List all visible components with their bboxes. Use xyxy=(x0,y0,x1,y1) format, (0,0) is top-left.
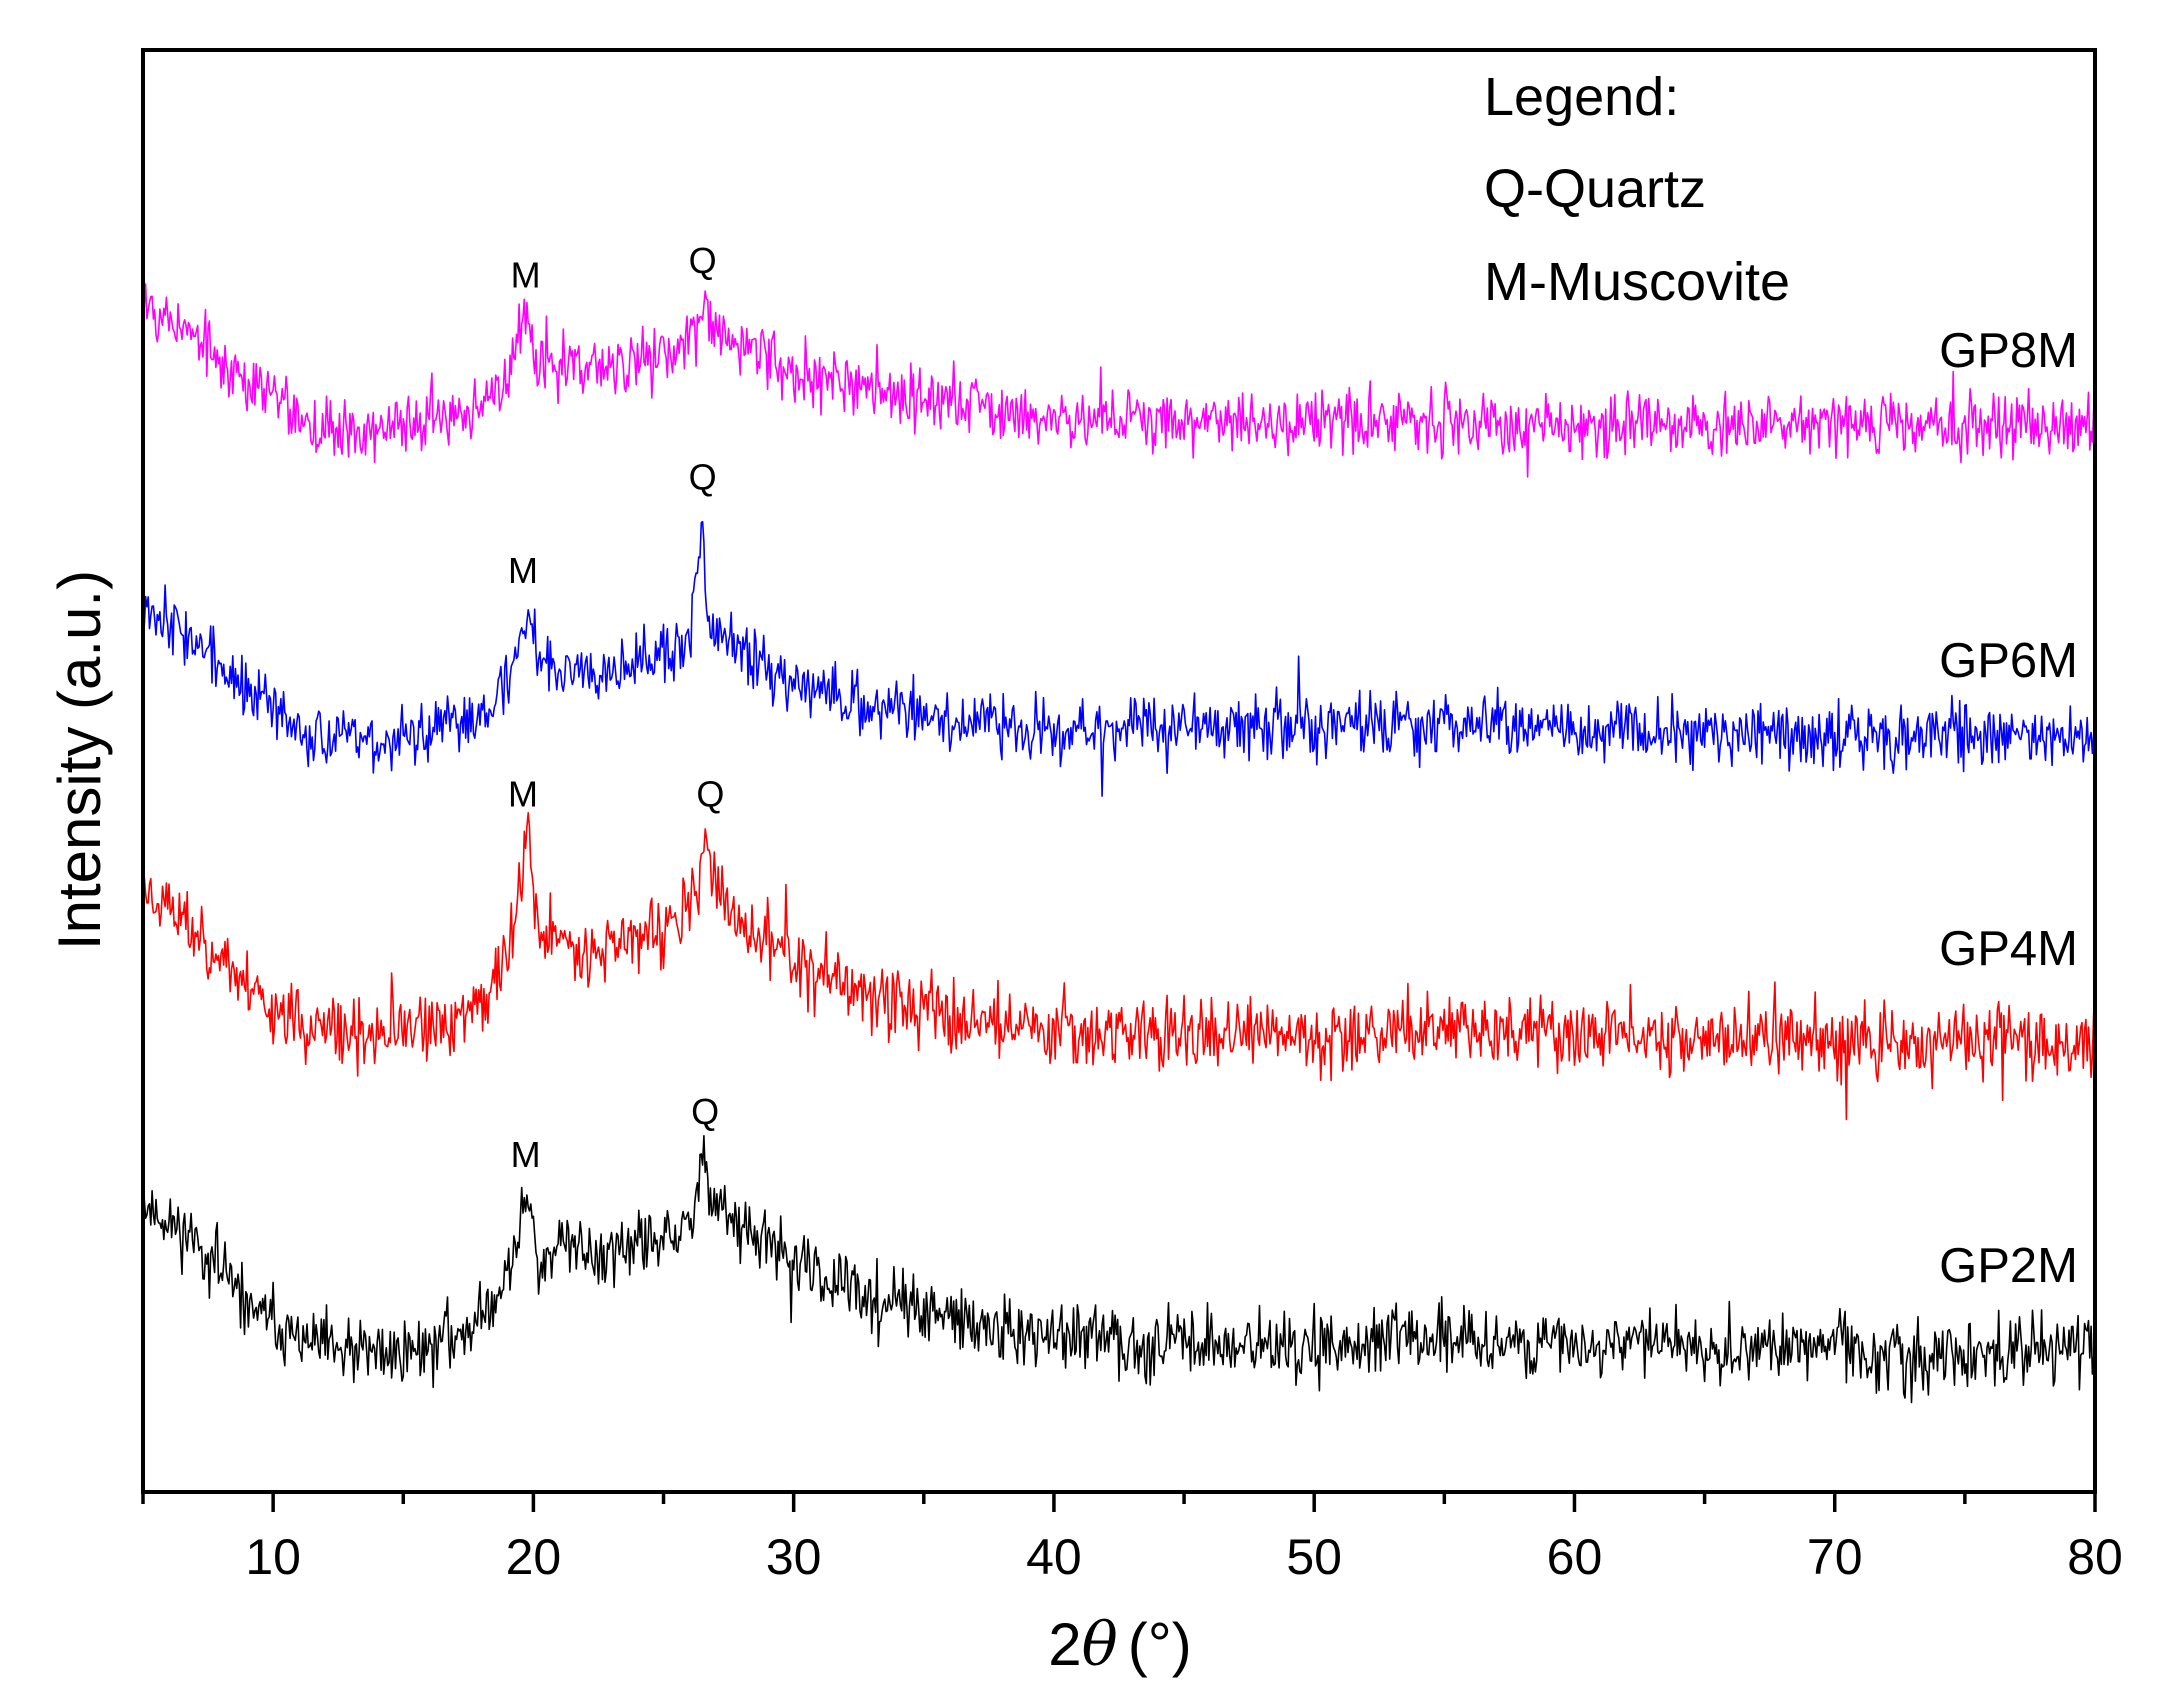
y-axis-title: Intensity (a.u.) xyxy=(46,570,113,950)
x-tick-label-20: 20 xyxy=(506,1529,562,1585)
peak-label-gp2m-q: Q xyxy=(691,1091,719,1132)
peak-label-gp6m-m: M xyxy=(508,550,538,591)
x-tick-label-30: 30 xyxy=(766,1529,822,1585)
x-tick-label-60: 60 xyxy=(1547,1529,1603,1585)
x-tick-label-50: 50 xyxy=(1286,1529,1342,1585)
series-label-gp4m: GP4M xyxy=(1939,922,2078,976)
trace-gp2m xyxy=(142,1135,2096,1404)
trace-gp8m xyxy=(142,283,2096,478)
legend-title: Legend: xyxy=(1484,67,1679,127)
peak-label-gp6m-q: Q xyxy=(689,456,717,497)
x-tick-label-40: 40 xyxy=(1026,1529,1082,1585)
series-label-gp6m: GP6M xyxy=(1939,634,2078,688)
series-label-gp8m: GP8M xyxy=(1939,324,2078,378)
x-axis-title: 2θ (°) xyxy=(1048,1610,1191,1680)
series-labels: GP2M GP4M GP6M GP8M xyxy=(1939,324,2078,1293)
trace-gp4m xyxy=(142,811,2096,1121)
legend-item-muscovite: M-Muscovite xyxy=(1484,252,1790,312)
peak-label-gp4m-q: Q xyxy=(696,774,724,815)
peak-label-gp4m-m: M xyxy=(508,774,538,815)
peak-label-gp2m-m: M xyxy=(511,1134,541,1175)
x-tick-label-70: 70 xyxy=(1807,1529,1863,1585)
peak-labels: M Q M Q M Q M Q xyxy=(508,240,724,1175)
x-tick-label-10: 10 xyxy=(245,1529,301,1585)
series-label-gp2m: GP2M xyxy=(1939,1239,2078,1293)
x-axis-title-prefix: 2 xyxy=(1048,1611,1081,1678)
legend: Legend: Q-Quartz M-Muscovite xyxy=(1484,67,1790,312)
x-axis-title-unit: (°) xyxy=(1128,1611,1192,1678)
x-tick-label-80: 80 xyxy=(2067,1529,2123,1585)
x-axis-tick-labels: 10 20 30 40 50 60 70 80 xyxy=(245,1529,2122,1585)
legend-item-quartz: Q-Quartz xyxy=(1484,159,1706,219)
trace-gp6m xyxy=(142,520,2096,797)
x-axis-title-symbol: θ xyxy=(1082,1610,1118,1680)
series-traces xyxy=(142,283,2096,1404)
x-axis-ticks xyxy=(141,1492,2097,1512)
peak-label-gp8m-m: M xyxy=(511,255,541,296)
plot-frame xyxy=(141,48,2097,1494)
peak-label-gp8m-q: Q xyxy=(689,240,717,281)
